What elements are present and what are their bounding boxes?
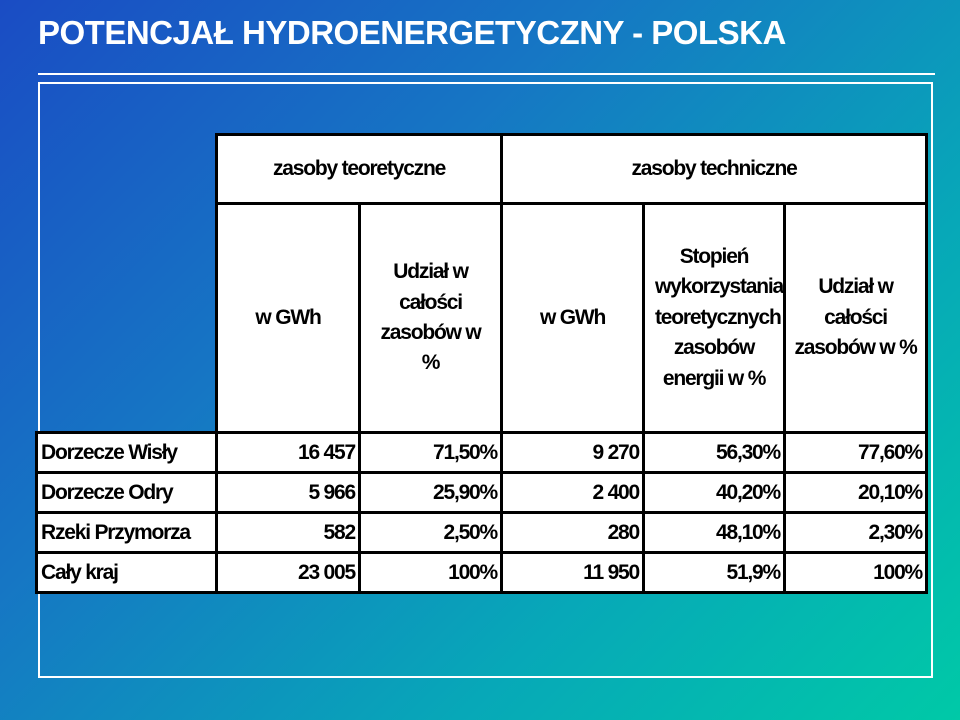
row-label: Dorzecze Odry — [35, 471, 218, 514]
column-header: Udział w całości zasobów w % — [783, 202, 929, 434]
column-header: Udział w całości zasobów w % — [357, 202, 504, 434]
column-header: Stopień wykorzystania teoretycznych zaso… — [642, 202, 787, 434]
row-label: Dorzecze Wisły — [35, 431, 218, 474]
cell: 2,30% — [783, 511, 929, 554]
cell: 100% — [357, 551, 504, 594]
cell: 25,90% — [357, 471, 504, 514]
slide-title: POTENCJAŁ HYDROENERGETYCZNY - POLSKA — [38, 14, 786, 51]
title-rule — [38, 73, 935, 75]
cell: 71,50% — [357, 431, 504, 474]
cell: 582 — [215, 511, 361, 554]
cell: 5 966 — [215, 471, 361, 514]
cell: 48,10% — [642, 511, 787, 554]
cell: 280 — [500, 511, 646, 554]
cell: 20,10% — [783, 471, 929, 514]
cell: 100% — [783, 551, 929, 594]
cell: 40,20% — [642, 471, 787, 514]
column-header: w GWh — [500, 202, 646, 434]
cell: 2,50% — [357, 511, 504, 554]
column-header: w GWh — [215, 202, 361, 434]
cell: 11 950 — [500, 551, 646, 594]
corner — [36, 134, 218, 434]
cell: 56,30% — [642, 431, 787, 474]
cell: 9 270 — [500, 431, 646, 474]
cell: 16 457 — [215, 431, 361, 474]
row-label: Cały kraj — [35, 551, 218, 594]
group-header: zasoby teoretyczne — [214, 133, 504, 205]
cell: 2 400 — [500, 471, 646, 514]
cell: 23 005 — [215, 551, 361, 594]
data-table: zasoby teoretyczne zasoby techniczne w G… — [35, 133, 929, 594]
row-label: Rzeki Przymorza — [35, 511, 218, 554]
cell: 51,9% — [642, 551, 787, 594]
cell: 77,60% — [783, 431, 929, 474]
group-header: zasoby techniczne — [500, 133, 929, 205]
